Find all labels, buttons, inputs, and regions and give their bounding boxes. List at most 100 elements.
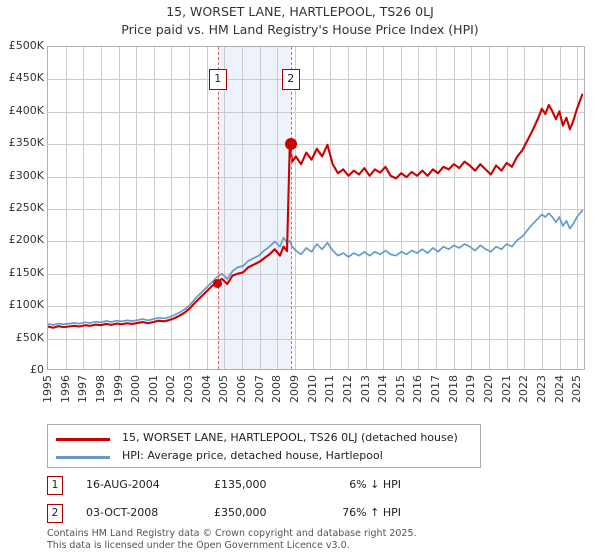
x-axis-tick-label: 1998: [93, 375, 107, 403]
x-axis-tick-label: 1997: [76, 375, 90, 403]
transaction-row-2: 2 03-OCT-2008 £350,000 76% ↑ HPI: [47, 504, 467, 524]
transaction-marker-badge: 2: [281, 69, 300, 90]
transaction-point-marker: [213, 279, 223, 289]
gridline-vertical: [365, 47, 367, 369]
series-line: [48, 95, 582, 328]
transaction-marker-line: [217, 47, 219, 369]
x-axis-tick-label: 2013: [358, 375, 372, 403]
gridline-vertical: [524, 47, 526, 369]
page-subtitle: Price paid vs. HM Land Registry's House …: [121, 22, 479, 37]
x-axis-tick-label: 2000: [129, 375, 143, 403]
y-axis-tick-label: £400K: [8, 103, 44, 117]
transaction-price-1: £135,000: [214, 478, 267, 491]
x-axis-tick-label: 2011: [323, 375, 337, 403]
transaction-point-marker: [284, 138, 297, 151]
gridline-vertical: [418, 47, 420, 369]
x-axis-tick-label: 2020: [481, 375, 495, 403]
gridline-horizontal: [48, 273, 584, 275]
gridline-vertical: [136, 47, 138, 369]
y-axis-tick-label: £250K: [8, 201, 44, 214]
x-axis-tick-label: 2010: [305, 375, 319, 403]
x-axis-tick-label: 1999: [111, 375, 125, 403]
x-axis-tick-label: 2002: [164, 375, 178, 403]
x-axis-tick-label: 2014: [376, 375, 390, 403]
gridline-vertical: [453, 47, 455, 369]
x-axis-tick-label: 2024: [552, 375, 566, 403]
transaction-date-2: 03-OCT-2008: [86, 506, 159, 519]
y-axis-tick-label: £350K: [8, 136, 44, 150]
transaction-hpi-delta-1: 6% ↓ HPI: [349, 478, 401, 491]
x-axis-tick-label: 2025: [570, 375, 584, 403]
x-axis-tick-label: 2005: [217, 375, 231, 403]
gridline-vertical: [488, 47, 490, 369]
gridline-vertical: [224, 47, 226, 369]
gridline-vertical: [436, 47, 438, 369]
y-axis-tick-label: £0: [30, 363, 44, 376]
gridline-vertical: [541, 47, 543, 369]
gridline-horizontal: [48, 79, 584, 81]
gridline-vertical: [153, 47, 155, 369]
y-axis-tick-label: £300K: [8, 168, 44, 182]
gridline-horizontal: [48, 241, 584, 243]
gridline-vertical: [294, 47, 296, 369]
gridline-horizontal: [48, 209, 584, 210]
x-axis-tick-label: 2004: [199, 375, 213, 403]
x-axis-tick-label: 1995: [41, 375, 54, 403]
gridline-vertical: [277, 47, 279, 369]
transaction-marker-line: [290, 47, 292, 369]
gridline-vertical: [506, 47, 508, 369]
gridline-horizontal: [48, 111, 584, 113]
x-axis-tick-label: 2008: [270, 375, 284, 403]
legend-label-property: 15, WORSET LANE, HARTLEPOOL, TS26 0LJ (d…: [122, 431, 458, 444]
gridline-vertical: [259, 47, 261, 369]
transaction-date-1: 16-AUG-2004: [86, 478, 160, 491]
gridline-vertical: [65, 47, 67, 369]
gridline-vertical: [383, 47, 385, 369]
x-axis-tick-label: 2019: [464, 375, 478, 403]
gridline-vertical: [577, 47, 579, 369]
footer-line-copyright: Contains HM Land Registry data © Crown c…: [47, 528, 417, 539]
gridline-vertical: [100, 47, 102, 369]
ownership-period-band: [217, 47, 291, 369]
x-axis-tick-label: 2009: [287, 375, 301, 403]
y-axis-tick-label: £500K: [8, 39, 44, 52]
gridline-vertical: [189, 47, 191, 369]
transaction-row-1: 1 16-AUG-2004 £135,000 6% ↓ HPI: [47, 476, 467, 496]
legend-label-hpi: HPI: Average price, detached house, Hart…: [122, 449, 383, 462]
gridline-vertical: [242, 47, 244, 369]
page-title: 15, WORSET LANE, HARTLEPOOL, TS26 0LJ: [166, 4, 434, 19]
x-axis-tick-label: 2022: [517, 375, 531, 403]
x-axis-tick-label: 2017: [429, 375, 443, 403]
gridline-horizontal: [48, 144, 584, 146]
gridline-vertical: [559, 47, 561, 369]
x-axis-tick-label: 2021: [499, 375, 513, 403]
x-axis-tick-label: 2001: [146, 375, 160, 403]
legend-swatch-hpi: [56, 456, 110, 459]
x-axis-tick-label: 1996: [58, 375, 72, 403]
x-axis-tick-label: 2007: [252, 375, 266, 403]
x-axis-tick-label: 2016: [411, 375, 425, 403]
transaction-badge-2: 2: [47, 504, 63, 523]
transaction-marker-badge: 1: [208, 69, 227, 90]
legend-swatch-property: [56, 438, 110, 441]
x-axis-tick-label: 2018: [446, 375, 460, 403]
y-axis-tick-label: £50K: [15, 330, 44, 344]
gridline-vertical: [330, 47, 332, 369]
gridline-vertical: [83, 47, 85, 369]
series-lines: [48, 47, 584, 369]
transaction-badge-1: 1: [47, 476, 63, 495]
gridline-vertical: [312, 47, 314, 369]
gridline-vertical: [471, 47, 473, 369]
x-axis-tick-label: 2006: [235, 375, 249, 403]
y-axis-tick-label: £450K: [8, 71, 44, 85]
x-axis-tick-label: 2012: [340, 375, 354, 403]
y-axis-tick-label: £100K: [8, 298, 44, 312]
footer-line-licence: This data is licensed under the Open Gov…: [47, 539, 350, 551]
chart-legend: 15, WORSET LANE, HARTLEPOOL, TS26 0LJ (d…: [47, 424, 481, 468]
transaction-hpi-delta-2: 76% ↑ HPI: [342, 506, 401, 519]
gridline-vertical: [206, 47, 208, 369]
gridline-horizontal: [48, 176, 584, 178]
gridline-vertical: [347, 47, 349, 369]
